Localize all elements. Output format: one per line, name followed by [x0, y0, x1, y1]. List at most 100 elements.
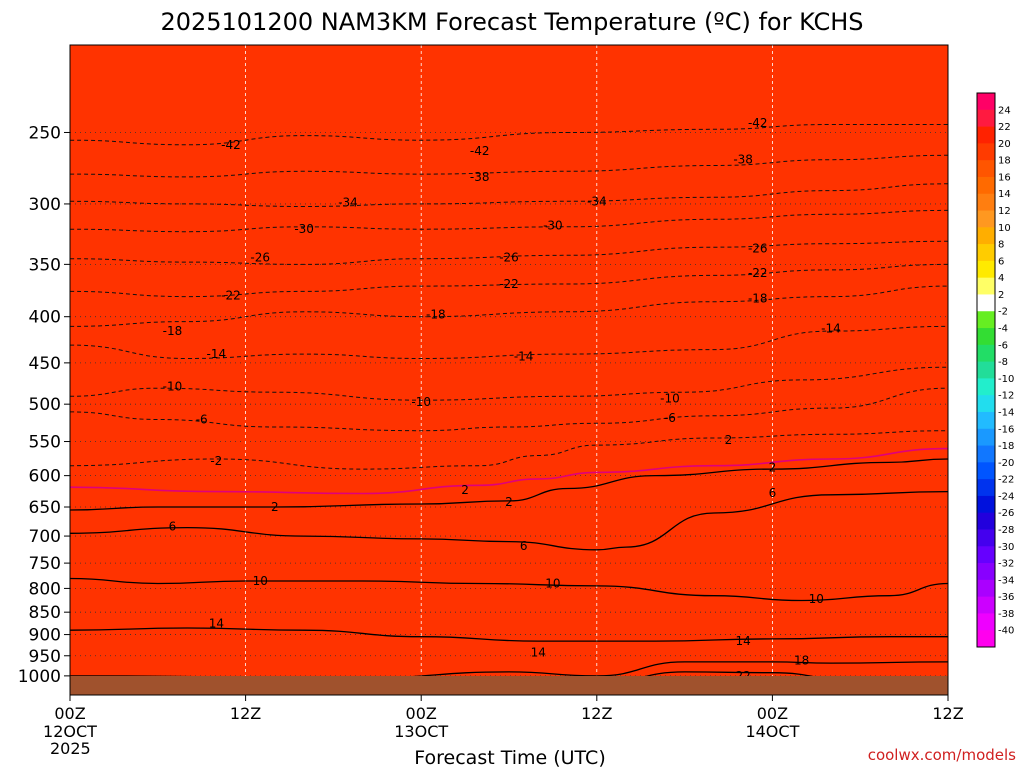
isotherm-line: [70, 263, 948, 298]
colorbar-label: -30: [998, 542, 1014, 553]
contour-label: -6: [196, 413, 208, 427]
contour-label: -34: [587, 194, 607, 208]
isotherm-line: [70, 366, 948, 401]
contour-label: -34: [338, 196, 358, 210]
isotherm-line: [70, 209, 948, 233]
colorbar-label: -20: [998, 458, 1014, 469]
colorbar-label: 10: [998, 223, 1011, 234]
colorbar-label: 24: [998, 105, 1011, 116]
contour-label: -30: [294, 222, 314, 236]
isotherm-line: [70, 325, 948, 360]
contour-label: -26: [250, 251, 270, 265]
contour-label: 6: [169, 519, 177, 533]
y-tick-label: 350: [29, 255, 61, 275]
colorbar-swatch: [977, 277, 995, 295]
y-tick-label: 700: [29, 527, 61, 547]
x-tick-label: 00Z: [406, 704, 437, 723]
colorbar-label: -10: [998, 374, 1014, 385]
y-tick-label: 800: [29, 579, 61, 599]
colorbar-swatch: [977, 210, 995, 228]
contour-label: -22: [748, 266, 768, 280]
colorbar-label: -26: [998, 508, 1014, 519]
contour-label: 14: [531, 645, 546, 659]
colorbar-swatch: [977, 176, 995, 195]
colorbar-label: 20: [998, 139, 1011, 150]
colorbar-swatch: [977, 344, 995, 363]
colorbar-swatch: [977, 546, 995, 564]
isotherm-line: [70, 447, 948, 495]
x-tick-label: 00Z: [54, 704, 85, 723]
x-tick-sublabel: 12OCT: [43, 722, 97, 741]
colorbar-label: -14: [998, 407, 1014, 418]
x-tick-sublabel: 14OCT: [745, 722, 799, 741]
colorbar-label: 22: [998, 122, 1011, 133]
colorbar-label: -6: [998, 340, 1008, 351]
contour-label: -10: [411, 395, 431, 409]
contour-label: -14: [207, 347, 227, 361]
contour-label: 10: [545, 576, 560, 590]
colorbar-frame: [976, 92, 996, 648]
colorbar-swatch: [977, 512, 995, 530]
colorbar-label: 18: [998, 156, 1011, 167]
colorbar-label: -22: [998, 475, 1014, 486]
colorbar-swatch: [977, 630, 995, 648]
contour-label: -18: [426, 308, 446, 322]
colorbar-swatch: [977, 395, 995, 413]
isotherm-line: [70, 387, 948, 432]
contour-label: -14: [514, 350, 534, 364]
isotherm-lines: [70, 123, 948, 685]
contour-label: -22: [221, 289, 241, 303]
x-tick-label: 12Z: [581, 704, 612, 723]
colorbar-swatch: [977, 126, 995, 144]
colorbar-swatch: [977, 495, 995, 514]
isotherm-line: [70, 490, 948, 551]
plot-frame: [69, 44, 949, 696]
colorbar-label: 6: [998, 256, 1004, 267]
contour-label: 2: [505, 495, 513, 509]
y-tick-label: 950: [29, 647, 61, 667]
y-tick-label: 900: [29, 626, 61, 646]
y-tick-label: 500: [29, 395, 61, 415]
contour-label: 10: [253, 574, 268, 588]
y-tick-label: 650: [29, 498, 61, 518]
colorbar-label: -24: [998, 491, 1014, 502]
y-tick-label: 400: [29, 308, 61, 328]
contour-label: 18: [794, 654, 809, 668]
isotherm-line: [70, 183, 948, 208]
colorbar-swatch: [977, 227, 995, 245]
colorbar-label: -38: [998, 609, 1014, 620]
isotherm-line: [70, 627, 948, 642]
contour-label: 6: [769, 486, 777, 500]
colorbar-label: 8: [998, 240, 1004, 251]
colorbar-label: -28: [998, 525, 1014, 536]
colorbar-label: -2: [998, 307, 1008, 318]
colorbar-swatch: [977, 378, 995, 396]
y-tick-label: 850: [29, 603, 61, 623]
colorbar-swatch: [977, 193, 995, 211]
colorbar-swatch: [977, 411, 995, 430]
colorbar-label: -34: [998, 575, 1014, 586]
x-tick-sublabel: 2025: [50, 739, 91, 758]
contour-label: 14: [735, 634, 750, 648]
isotherm-line: [70, 285, 948, 327]
colorbar-swatch: [977, 311, 995, 329]
colorbar-swatch: [977, 160, 995, 178]
x-tick-label: 12Z: [932, 704, 963, 723]
y-tick-label: 750: [29, 554, 61, 574]
y-tick-label: 550: [29, 433, 61, 453]
contour-label: 14: [209, 617, 224, 631]
colorbar-swatch: [977, 529, 995, 547]
contour-label: -26: [499, 251, 519, 265]
x-tick-sublabel: 13OCT: [394, 722, 448, 741]
colorbar-label: -8: [998, 357, 1008, 368]
contour-label: 2: [769, 461, 777, 475]
colorbar-label: -36: [998, 592, 1014, 603]
credit-text: coolwx.com/models: [868, 746, 1016, 764]
y-tick-label: 450: [29, 354, 61, 374]
contour-label: -38: [470, 170, 490, 184]
x-tick-label: 12Z: [230, 704, 261, 723]
